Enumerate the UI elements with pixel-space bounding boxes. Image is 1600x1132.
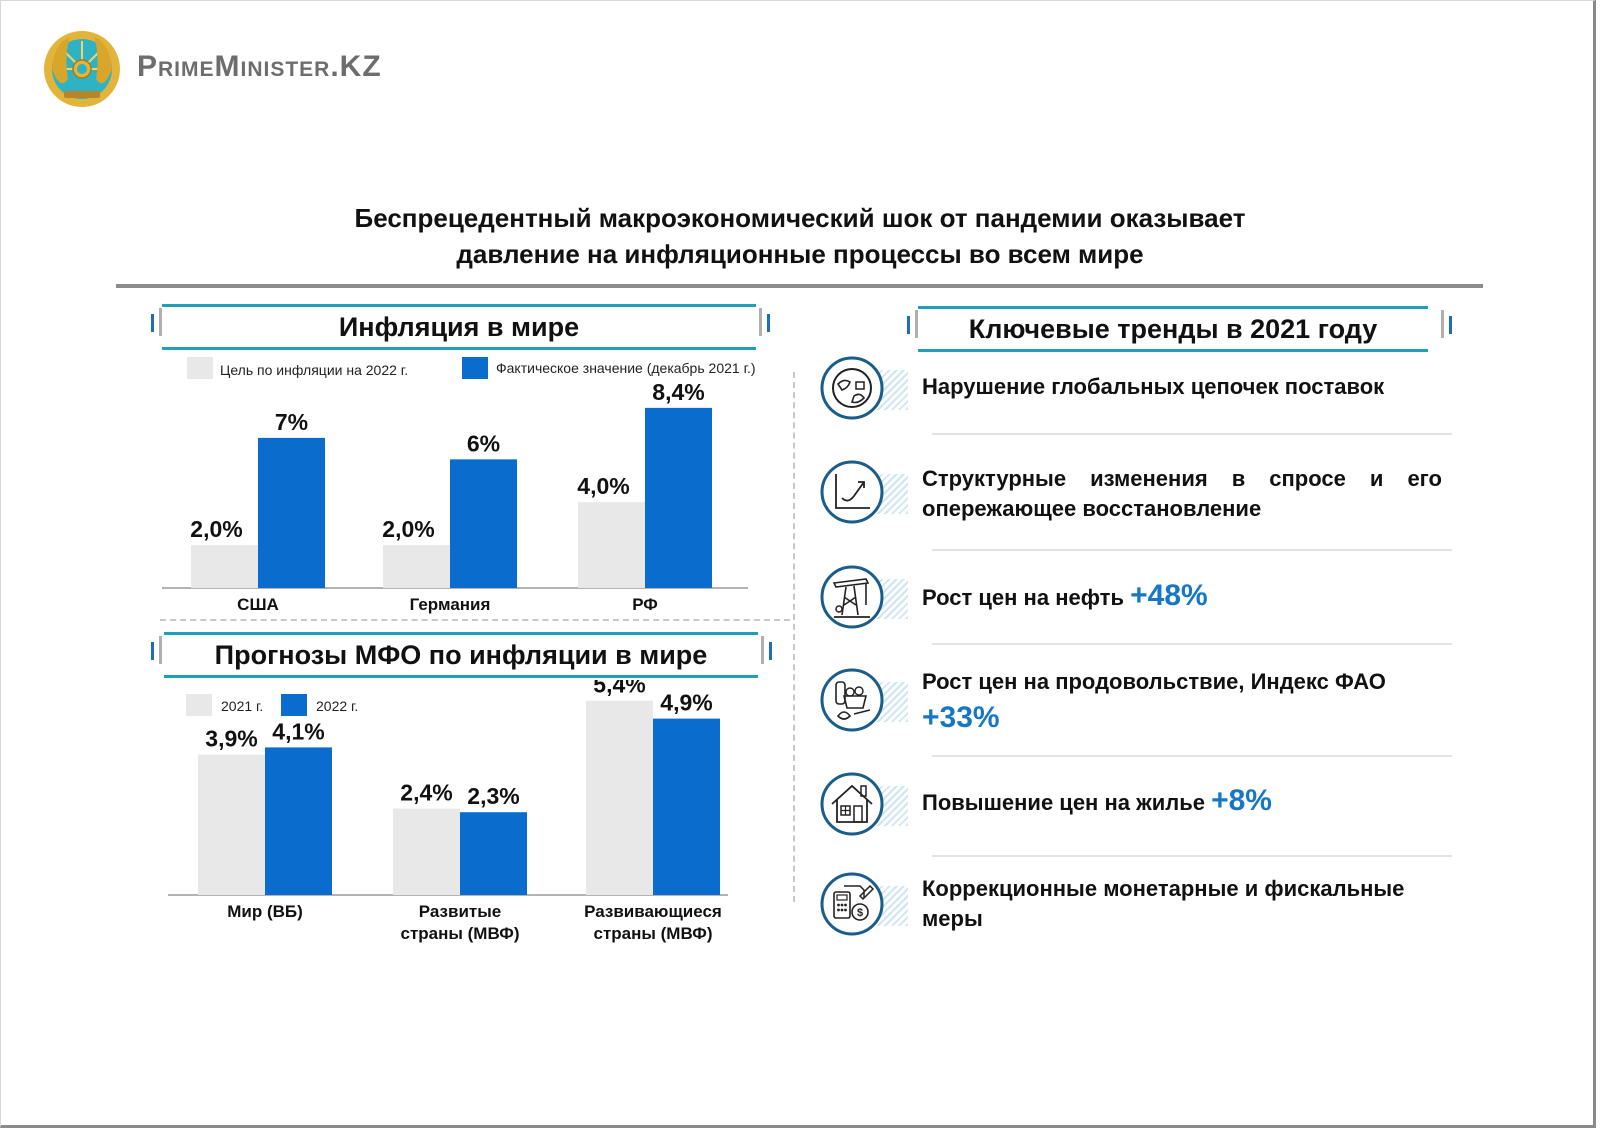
bar-series1: [383, 545, 450, 588]
page-title-line1: Беспрецедентный макроэкономический шок о…: [354, 203, 1246, 233]
data-label: 2,0%: [382, 516, 434, 542]
header3-accent-right: [1449, 316, 1452, 334]
category-label: Развитые: [419, 902, 501, 921]
header-accent-right: [767, 314, 770, 332]
key-trends-header: Ключевые тренды в 2021 году: [918, 306, 1428, 352]
header2-accent-left: [151, 642, 154, 660]
trend-label: Коррекционные монетарные и фискальные ме…: [922, 876, 1405, 931]
category-label: Германия: [410, 595, 491, 614]
data-label: 3,9%: [205, 726, 257, 752]
page-title: Беспрецедентный макроэкономический шок о…: [0, 200, 1600, 272]
data-label: 4,9%: [660, 690, 712, 716]
header-bracket-right: [759, 308, 762, 336]
ifi-forecast-title: Прогнозы МФО по инфляции в мире: [214, 639, 708, 670]
bar-series1: [198, 754, 265, 895]
brand-name: PrimeMinister.KZ: [137, 50, 382, 83]
legend-label-actual: Фактическое значение (декабрь 2021 г.): [496, 360, 756, 376]
header2-bracket-right: [761, 636, 764, 664]
svg-text:$: $: [857, 907, 863, 919]
bar-series1: [586, 700, 653, 895]
data-label: 2,0%: [190, 516, 242, 542]
header2-bracket-left: [159, 636, 162, 664]
house-icon: [820, 772, 884, 836]
category-label: Мир (ВБ): [227, 902, 303, 921]
legend-swatch-target: [187, 357, 213, 379]
title-divider: [116, 284, 1483, 288]
growth-chart-icon: [820, 460, 884, 524]
oil-pump-icon: [820, 565, 884, 629]
data-label: 4,0%: [577, 473, 629, 499]
legend-label-target: Цель по инфляции на 2022 г.: [220, 362, 409, 378]
kazakhstan-emblem-icon: [44, 31, 120, 107]
bar-series1: [578, 502, 645, 588]
groceries-icon: [820, 668, 884, 732]
bar-series1: [393, 808, 460, 895]
inflation-world-header: Инфляция в мире: [162, 304, 756, 350]
trend-text: Повышение цен на жилье +8%: [922, 786, 1442, 818]
ifi-forecast-chart: 3,9% 4,1% Мир (ВБ) 2,4% 2,3% Развитые страны (…: [168, 680, 728, 943]
category-label: страны (МВФ): [401, 924, 520, 943]
header-bracket-left: [159, 308, 162, 336]
legend-swatch-2021: [186, 694, 212, 716]
trend-separator: [932, 755, 1452, 757]
inflation-world-chart: 2,0% 7% США 2,0% 6% Германия 4,0% 8,4% РФ: [162, 379, 748, 614]
trend-label: Рост цен на продовольствие, Индекс ФАО: [922, 669, 1386, 694]
data-label: 4,1%: [272, 718, 324, 744]
bar-series2: [460, 812, 527, 895]
inflation-world-title: Инфляция в мире: [338, 311, 580, 342]
bar-series2: [265, 747, 332, 895]
trend-separator: [932, 643, 1452, 645]
globe-supply-chain-icon: [820, 356, 884, 420]
header3-accent-left: [907, 316, 910, 334]
bar-series2: [450, 459, 517, 588]
calculator-money-icon: $: [820, 872, 884, 936]
legend-label-2021: 2021 г.: [221, 698, 264, 714]
section-divider-vertical: [793, 372, 795, 902]
category-label: страны (МВФ): [594, 924, 713, 943]
data-label: 7%: [275, 409, 308, 435]
legend-label-2022: 2022 г.: [316, 698, 359, 714]
trend-label: Повышение цен на жилье: [922, 790, 1205, 815]
trend-text: Рост цен на продовольствие, Индекс ФАО +…: [922, 664, 1442, 738]
trend-label: Структурные изменения в спросе и его опе…: [922, 466, 1442, 521]
data-label: 2,4%: [400, 780, 452, 806]
bar-series2: [653, 718, 720, 895]
bar-series2: [645, 407, 712, 588]
category-label: Развивающиеся: [584, 902, 722, 921]
trend-separator: [932, 855, 1452, 857]
header-accent-left: [151, 314, 154, 332]
page-title-line2: давление на инфляционные процессы во все…: [456, 239, 1144, 269]
category-label: РФ: [632, 595, 658, 614]
data-label: 2,3%: [467, 783, 519, 809]
ifi-forecast-header: Прогнозы МФО по инфляции в мире: [164, 632, 758, 678]
trend-text: Структурные изменения в спросе и его опе…: [922, 464, 1442, 524]
trend-separator: [932, 433, 1452, 435]
trend-label: Рост цен на нефть: [922, 585, 1124, 610]
data-label: 8,4%: [652, 379, 704, 405]
trend-text: Коррекционные монетарные и фискальные ме…: [922, 874, 1442, 934]
trend-label: Нарушение глобальных цепочек поставок: [922, 374, 1385, 399]
bar-series2: [258, 437, 325, 588]
category-label: США: [237, 595, 279, 614]
trend-separator: [932, 549, 1452, 551]
legend-swatch-2022: [281, 694, 307, 716]
data-label: 5,4%: [593, 680, 645, 698]
key-trends-title: Ключевые тренды в 2021 году: [968, 313, 1378, 344]
header2-accent-right: [769, 642, 772, 660]
data-label: 6%: [467, 430, 500, 456]
legend-swatch-actual: [462, 357, 488, 379]
trend-accent-value: +48%: [1130, 579, 1208, 612]
bar-series1: [191, 545, 258, 588]
trend-text: Нарушение глобальных цепочек поставок: [922, 372, 1442, 402]
trend-accent-value: +8%: [1211, 784, 1272, 817]
header3-bracket-left: [915, 310, 918, 338]
header3-bracket-right: [1441, 310, 1444, 338]
trend-accent-value: +33%: [922, 701, 1000, 734]
section-divider-horizontal: [160, 619, 790, 621]
trend-text: Рост цен на нефть +48%: [922, 581, 1442, 613]
